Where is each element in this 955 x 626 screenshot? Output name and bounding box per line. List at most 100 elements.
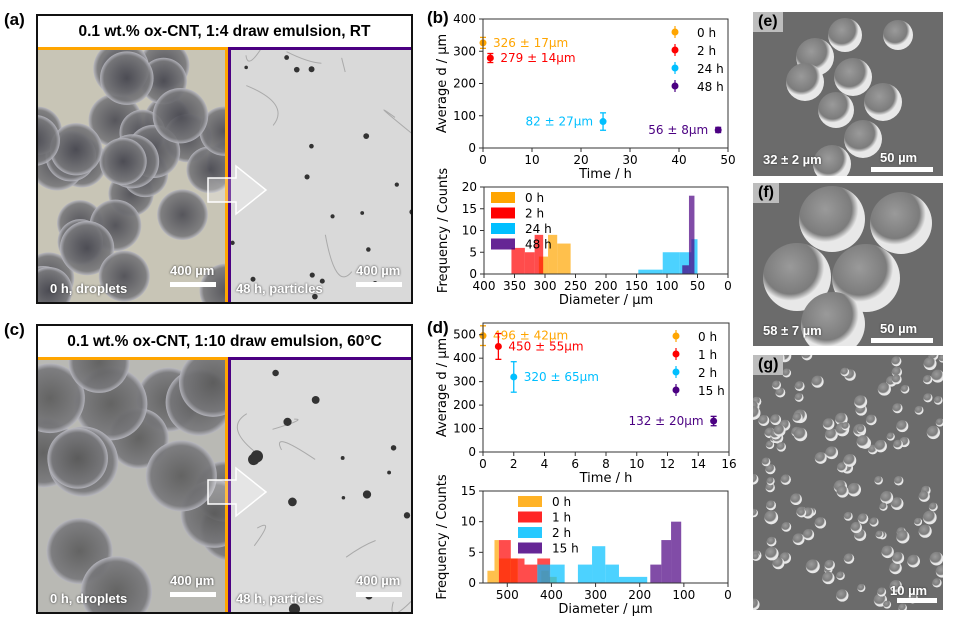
x-axis-label: Diameter / µm: [559, 293, 653, 308]
legend-label: 0 h: [552, 495, 571, 509]
right-caption: 48 h, particles: [236, 591, 323, 606]
data-label: 132 ± 20µm: [628, 414, 703, 428]
legend-marker: [671, 46, 679, 54]
particle-sphere: [874, 439, 887, 453]
panel-c-label: (c): [4, 320, 25, 339]
particles-drawing: [231, 50, 411, 300]
legend-swatch: [518, 511, 542, 523]
particle: [293, 66, 300, 73]
particle-sphere: [753, 598, 760, 610]
particle-sphere: [891, 551, 905, 565]
droplet: [99, 137, 147, 186]
particle-sphere: [824, 559, 835, 571]
particle: [250, 276, 256, 282]
particle-sphere: [802, 529, 815, 541]
particle-sphere: [922, 375, 933, 385]
droplet: [59, 221, 115, 276]
y-tick-label: 0: [468, 445, 476, 459]
legend-swatch: [518, 542, 542, 554]
particle-sphere: [753, 473, 759, 485]
droplet: [80, 556, 153, 612]
y-tick-label: 200: [453, 77, 476, 91]
particle: [309, 272, 315, 278]
texture-line: [383, 109, 411, 134]
x-axis-label: Diameter / µm: [558, 602, 652, 617]
sem-image-g: (g) 10 µm: [753, 355, 943, 610]
droplet: [38, 267, 73, 302]
particle-sphere: [766, 536, 777, 547]
particle-sphere: [844, 120, 882, 158]
x-tick-label: 500: [496, 588, 519, 602]
particle-sphere: [836, 485, 849, 498]
particle-sphere: [763, 243, 831, 311]
x-tick-label: 100: [656, 279, 679, 293]
sem-image-f: (f) 58 ± 7 µm 50 µm: [753, 183, 943, 346]
particle-sphere: [856, 424, 866, 434]
particle-sphere: [753, 552, 760, 561]
particle-sphere: [797, 508, 807, 518]
b-hist-chart: 400 350 300 250 200 150 100 50 0 0 5 10 15 20 Diameter…: [436, 168, 732, 308]
y-tick-label: 10: [461, 515, 476, 529]
x-tick-label: 350: [503, 279, 526, 293]
particle: [409, 209, 411, 215]
y-tick-label: 15: [462, 202, 477, 216]
particle: [387, 470, 392, 475]
particle: [272, 369, 279, 377]
x-tick-label: 300: [584, 588, 607, 602]
scale-bar: [871, 338, 933, 343]
particle-sphere: [793, 427, 808, 442]
legend-label: 15 h: [552, 542, 579, 556]
particle-sphere: [775, 387, 786, 398]
scale-bar: [170, 282, 216, 287]
data-label: 320 ± 65µm: [524, 370, 599, 384]
particle-sphere: [923, 393, 933, 403]
right-scale-label: 400 µm: [356, 573, 401, 588]
y-tick-label: 500: [453, 328, 476, 342]
right-caption: 48 h, particles: [236, 281, 323, 296]
particle-sphere: [781, 521, 792, 532]
droplets-drawing: [38, 360, 225, 612]
particle-sphere: [931, 369, 943, 383]
texture-line: [246, 85, 279, 126]
sem-drawing: [786, 18, 913, 176]
particle-sphere: [886, 432, 895, 441]
droplets-image: [38, 47, 228, 302]
particle-sphere: [889, 561, 902, 575]
droplet: [179, 360, 225, 417]
particle-sphere: [753, 406, 761, 420]
particle: [363, 133, 370, 140]
legend-marker: [672, 386, 680, 394]
histogram-bar: [592, 546, 606, 583]
droplet: [157, 189, 208, 241]
legend-swatch: [491, 192, 515, 203]
particle: [309, 143, 314, 149]
data-label: 82 ± 27µm: [526, 115, 594, 129]
particle-sphere: [765, 440, 775, 450]
particle-sphere: [776, 442, 787, 452]
particle-sphere: [877, 382, 891, 396]
particle-sphere: [765, 463, 776, 475]
legend-label: 24 h: [697, 62, 724, 76]
x-tick-label: 50: [690, 279, 705, 293]
histogram-bar: [498, 540, 511, 583]
particle: [283, 417, 292, 426]
scale-bar: [170, 592, 216, 597]
legend-label: 2 h: [552, 526, 571, 540]
x-tick-label: 2: [510, 457, 518, 471]
droplet: [145, 440, 217, 512]
particle: [284, 55, 290, 60]
particle-sphere: [837, 462, 848, 473]
particle: [394, 182, 399, 187]
y-axis-label: Frequency / Counts: [435, 474, 450, 599]
scale-bar: [871, 167, 933, 172]
x-tick-label: 10: [524, 153, 539, 167]
histogram-bar: [671, 521, 682, 583]
x-tick-label: 200: [628, 588, 651, 602]
panel-c-title: 0.1 wt.% ox-CNT, 1:10 draw emulsion, 60°…: [67, 333, 382, 350]
particle-sphere: [832, 244, 900, 312]
particle-sphere: [758, 414, 770, 426]
particle: [360, 211, 365, 215]
d-hist-chart: 500 400 300 200 100 0 0 5 10 15 Diameter / µm Frequ…: [435, 474, 732, 617]
